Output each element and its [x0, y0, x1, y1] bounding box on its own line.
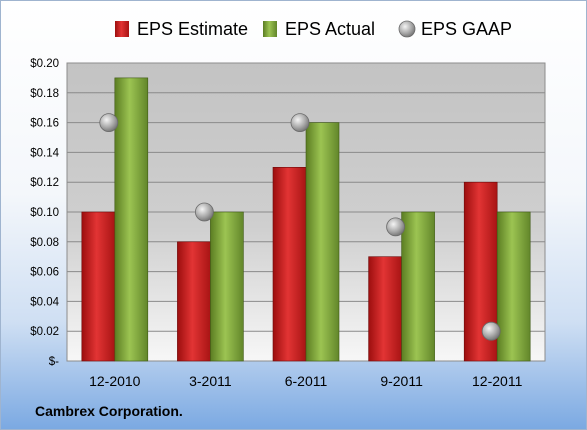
- bar-eps-estimate: [177, 241, 211, 362]
- y-tick-label: $-: [49, 356, 59, 368]
- bar-eps-actual: [210, 211, 244, 362]
- y-tick-label: $0.08: [30, 237, 59, 249]
- x-category-label: 12-2010: [89, 373, 141, 389]
- x-category-label: 6-2011: [285, 373, 328, 389]
- y-tick-label: $0.20: [30, 58, 59, 70]
- legend-label: EPS GAAP: [421, 19, 512, 39]
- y-tick-label: $0.02: [30, 326, 59, 338]
- y-tick-label: $0.14: [30, 147, 59, 159]
- bar-eps-actual: [114, 77, 149, 362]
- y-tick-label: $0.18: [30, 88, 59, 100]
- y-tick-label: $0.10: [30, 207, 59, 219]
- point-eps-gaap: [290, 113, 310, 132]
- legend-swatch-eps-estimate: [115, 21, 129, 37]
- bar-eps-estimate: [368, 256, 402, 362]
- legend-label: EPS Estimate: [137, 19, 248, 39]
- point-eps-gaap: [481, 321, 501, 341]
- bar-eps-estimate: [81, 211, 116, 362]
- y-tick-label: $0.12: [30, 177, 59, 189]
- legend-label: EPS Actual: [285, 19, 375, 39]
- point-eps-gaap: [194, 202, 214, 222]
- x-category-label: 3-2011: [189, 373, 232, 389]
- point-eps-gaap: [386, 217, 406, 237]
- bar-eps-actual: [305, 122, 340, 362]
- company-name: Cambrex Corporation.: [35, 403, 183, 419]
- bar-eps-actual: [496, 211, 531, 362]
- x-category-label: 9-2011: [380, 373, 423, 389]
- bar-eps-actual: [401, 211, 435, 362]
- bar-eps-estimate: [272, 167, 307, 362]
- y-tick-label: $0.04: [30, 296, 59, 308]
- legend-swatch-eps-actual: [263, 21, 277, 37]
- y-tick-label: $0.16: [30, 118, 59, 130]
- x-category-label: 12-2011: [472, 373, 523, 389]
- point-eps-gaap: [99, 113, 119, 132]
- legend-swatch-eps-gaap: [398, 20, 416, 38]
- y-tick-label: $0.06: [30, 267, 59, 279]
